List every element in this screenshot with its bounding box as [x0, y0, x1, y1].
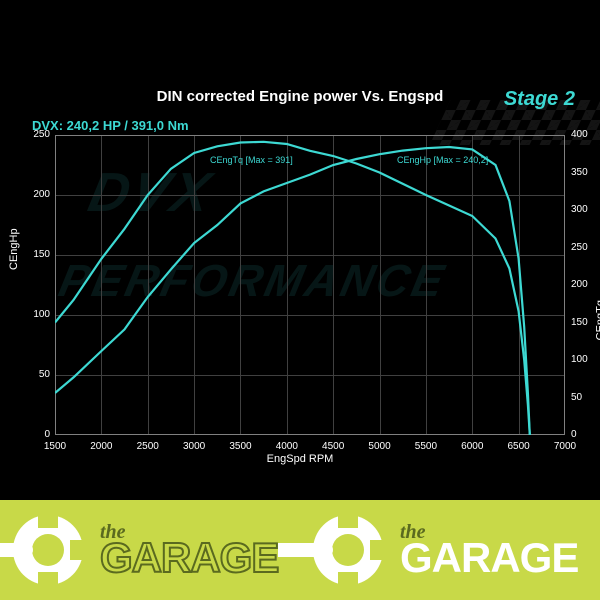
y-left-title: CEngHp	[8, 228, 20, 270]
plot-svg	[55, 135, 565, 435]
logo-band: the GARAGE the GARAGE	[0, 500, 600, 600]
y-right-tick: 50	[571, 392, 600, 403]
page-container: DVX PERFORMANCE DIN corrected Engine pow…	[0, 0, 600, 600]
y-right-tick: 100	[571, 354, 600, 365]
x-tick: 4500	[313, 441, 353, 452]
x-tick: 5000	[360, 441, 400, 452]
x-tick: 6000	[452, 441, 492, 452]
y-right-tick: 150	[571, 317, 600, 328]
y-right-tick: 300	[571, 204, 600, 215]
y-left-tick: 50	[20, 369, 50, 380]
y-left-tick: 200	[20, 189, 50, 200]
x-tick: 4000	[267, 441, 307, 452]
x-tick: 3000	[174, 441, 214, 452]
x-tick: 1500	[35, 441, 75, 452]
x-tick: 6500	[499, 441, 539, 452]
y-right-tick: 250	[571, 242, 600, 253]
tq-curve	[55, 142, 530, 435]
logo-garage-1: GARAGE	[100, 534, 278, 581]
annot-tq: CEngTq [Max = 391]	[210, 155, 293, 165]
wrench-gear-icon	[8, 510, 88, 590]
logo-instance-1: the GARAGE	[0, 500, 300, 600]
chart-subtitle: DVX: 240,2 HP / 391,0 Nm	[32, 118, 189, 133]
hp-curve	[55, 147, 530, 435]
plot-area: CEngTq [Max = 391] CEngHp [Max = 240,2]	[55, 135, 565, 435]
y-left-tick: 250	[20, 129, 50, 140]
y-left-tick: 0	[20, 429, 50, 440]
stage-badge: Stage 2	[504, 88, 575, 111]
y-left-tick: 100	[20, 309, 50, 320]
x-tick: 2500	[128, 441, 168, 452]
y-right-tick: 200	[571, 279, 600, 290]
logo-instance-2: the GARAGE	[300, 500, 600, 600]
x-tick: 2000	[81, 441, 121, 452]
y-right-tick: 350	[571, 167, 600, 178]
x-tick: 7000	[545, 441, 585, 452]
x-title: EngSpd RPM	[0, 453, 600, 465]
x-tick: 3500	[220, 441, 260, 452]
annot-hp: CEngHp [Max = 240,2]	[397, 155, 488, 165]
logo-garage-2: GARAGE	[400, 534, 578, 581]
x-tick: 5500	[406, 441, 446, 452]
y-left-tick: 150	[20, 249, 50, 260]
y-right-tick: 0	[571, 429, 600, 440]
dyno-chart: DVX PERFORMANCE DIN corrected Engine pow…	[0, 0, 600, 500]
wrench-gear-icon	[308, 510, 388, 590]
y-right-tick: 400	[571, 129, 600, 140]
